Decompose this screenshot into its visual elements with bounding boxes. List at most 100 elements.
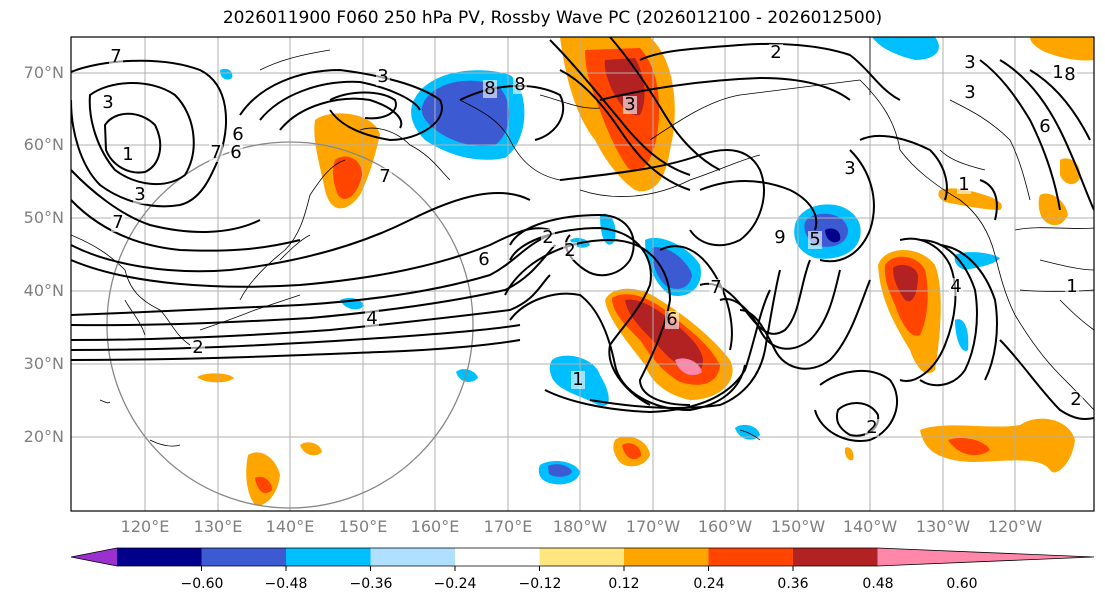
colorbar-tick-label: −0.24 [433,576,477,592]
contour-label-bg [563,242,577,260]
lon-label-120e: 120°E [120,517,170,536]
lon-label-170w: 170°W [625,517,681,536]
contour-label: 1 [572,369,583,390]
contour-label-bg [111,214,125,232]
contour-label-bg [665,311,679,329]
contour-label-bg [541,229,555,247]
colorbar-swatch [539,548,625,566]
contour-label-bg [109,48,123,66]
contour-label-bg [365,310,379,328]
lon-label-170e: 170°E [483,517,533,536]
colorbar-tick-label: 0.24 [693,576,725,592]
contour-label-bg [808,231,822,249]
colorbar-extend-min [71,548,117,566]
colorbar-tick-label: −0.36 [349,576,393,592]
contour-label: 1 [1052,62,1063,83]
contour-label: 2 [542,227,553,248]
contour-label-bg [571,371,585,389]
contour-label: 3 [134,184,145,205]
colorbar-tick-label: 0.48 [862,576,894,592]
lon-label-140w: 140°W [842,517,898,536]
contour-label: 1 [958,174,969,195]
lon-label-120w: 120°W [987,517,1043,536]
contour-label: 3 [844,158,855,179]
contour-label-bg [101,94,115,112]
contour-label-bg [477,251,491,269]
contour-label-bg [376,68,390,86]
contour-label: 2 [770,42,781,63]
lat-label-20n: 20°N [23,427,64,446]
contour-label-bg [229,144,243,162]
contour-label: 2 [866,417,877,438]
colorbar-swatch [117,548,202,566]
contour-label: 3 [964,82,975,103]
contour-label: 4 [950,276,961,297]
colorbar-swatch [624,548,709,566]
contour-label: 6 [232,124,243,145]
lon-label-130w: 130°W [915,517,971,536]
colorbar-swatch [370,548,456,566]
contour-label-bg [231,126,245,144]
pv-contours [71,37,1094,442]
colorbar-tick-label: 0.12 [608,576,640,592]
lat-label-30n: 30°N [23,354,64,373]
contour-label-bg [843,160,857,178]
contour-label: 3 [964,52,975,73]
contour-label: 6 [1039,116,1050,137]
colorbar-swatch [286,548,371,566]
contour-label-bg [1063,66,1077,84]
contour-label: 2 [1070,389,1081,410]
lon-label-150w: 150°W [770,517,826,536]
lat-label-70n: 70°N [23,63,64,82]
contour-label: 7 [110,46,121,67]
colorbar-tick-label: 0.36 [777,576,809,592]
colorbar-tick-label: −0.48 [264,576,308,592]
contour-label-bg [483,80,497,98]
contour-label: 3 [102,92,113,113]
contour-label-bg [623,96,637,114]
lon-label-150e: 150°E [338,517,388,536]
contour-label-bg [963,84,977,102]
contour-label-bg [133,186,147,204]
lat-label-60n: 60°N [23,135,64,154]
contour-label-bg [773,229,787,247]
coastlines [71,37,1094,447]
map-title: 2026011900 F060 250 hPa PV, Rossby Wave … [222,8,883,28]
lon-label-160w: 160°W [697,517,753,536]
contour-label-bg [1065,278,1079,296]
contour-label-bg [957,176,971,194]
colorbar-outline [70,547,1095,567]
contour-label: 3 [377,66,388,87]
colorbar-tick-label: −0.12 [518,576,562,592]
contour-label: 3 [624,94,635,115]
contour-label: 7 [112,212,123,233]
colorbar [70,547,1095,571]
colorbar-swatch [455,548,540,566]
contour-label: 2 [192,337,203,358]
contour-label: 4 [366,308,377,329]
contour-label-bg [963,54,977,72]
contour-label-bg [1069,391,1083,409]
contour-label: 6 [666,309,677,330]
contour-label-bg [709,279,723,297]
colorbar-extend-max [877,548,1094,566]
lon-label-180w: 180°W [552,517,608,536]
contour-label: 8 [484,78,495,99]
lon-label-130e: 130°E [193,517,243,536]
contour-label: 2 [564,240,575,261]
plot-frame [70,36,1095,512]
contour-label: 7 [710,277,721,298]
lon-label-160e: 160°E [410,517,460,536]
colorbar-swatch [708,548,794,566]
contour-label: 7 [379,166,390,187]
contour-label-bg [865,419,879,437]
contour-label-bg [513,76,527,94]
contour-label-bg [121,146,135,164]
contour-label-bg [1038,118,1052,136]
contour-label: 7 [210,142,221,163]
contour-label: 1 [1066,276,1077,297]
lat-label-40n: 40°N [23,281,64,300]
colorbar-tick-label: −0.60 [180,576,224,592]
contour-label: 6 [230,142,241,163]
